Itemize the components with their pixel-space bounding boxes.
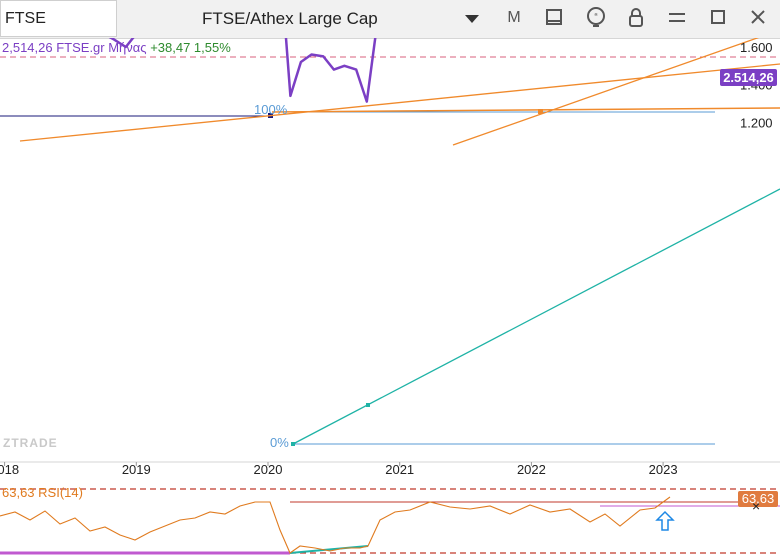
y-tick-label: 1.200 bbox=[740, 115, 773, 130]
x-tick-label: 2019 bbox=[122, 462, 151, 477]
fib-level-100: 100% bbox=[254, 102, 288, 117]
up-arrow-icon bbox=[655, 510, 675, 531]
chart-type-icon[interactable] bbox=[542, 6, 566, 30]
price-series bbox=[108, 38, 377, 103]
svg-text:“: “ bbox=[594, 12, 597, 23]
close-icon[interactable] bbox=[746, 6, 770, 30]
trendline-orange-1 bbox=[19, 63, 780, 142]
chevron-down-icon[interactable] bbox=[465, 15, 479, 23]
y-tick-label: 1.600 bbox=[740, 40, 773, 55]
price-line bbox=[108, 38, 377, 103]
symbol-input[interactable]: FTSE bbox=[0, 0, 117, 37]
x-tick-label: 2021 bbox=[385, 462, 414, 477]
period-button[interactable]: M bbox=[507, 9, 521, 26]
chart-toolbar: FTSE FTSE/Athex Large Cap M “ bbox=[0, 0, 780, 39]
watermark-logo: ZTRADE bbox=[3, 436, 58, 450]
maximize-icon[interactable] bbox=[706, 6, 730, 30]
rsi-value-badge: 63,63 bbox=[738, 491, 778, 507]
orange-anchor bbox=[538, 109, 543, 114]
x-axis: 2018 2019 2020 2021 2022 2023 bbox=[0, 462, 678, 477]
x-tick-label: 2020 bbox=[254, 462, 283, 477]
hamburger-menu-icon[interactable] bbox=[665, 6, 689, 30]
indicators-icon[interactable]: “ bbox=[584, 6, 608, 30]
x-tick-label: 2023 bbox=[649, 462, 678, 477]
close-icon[interactable]: × bbox=[752, 498, 761, 514]
legend-change: +38,47 1,55% bbox=[150, 40, 231, 55]
lock-icon[interactable] bbox=[624, 6, 648, 30]
teal-anchor bbox=[366, 403, 370, 407]
rsi-teal-segment bbox=[289, 545, 369, 554]
trendline-teal bbox=[292, 188, 780, 445]
legend-series-name: 2,514,26 FTSE.gr Μήνας bbox=[2, 40, 147, 55]
instrument-selector[interactable]: FTSE/Athex Large Cap bbox=[122, 0, 492, 37]
fib-level-0: 0% bbox=[270, 435, 289, 450]
last-price-badge: 2.514,26 bbox=[720, 69, 777, 86]
chart-legend: 2,514,26 FTSE.gr Μήνας +38,47 1,55% bbox=[2, 40, 231, 55]
rsi-panel[interactable] bbox=[0, 482, 780, 559]
trendline-orange-2 bbox=[452, 38, 760, 146]
teal-anchor-start bbox=[291, 442, 295, 446]
trendline-orange-horizontal bbox=[271, 107, 780, 113]
rsi-legend: 63,63 RSI(14) bbox=[2, 485, 83, 500]
x-tick-label: 2022 bbox=[517, 462, 546, 477]
instrument-name: FTSE/Athex Large Cap bbox=[202, 9, 378, 28]
x-tick-label: 2018 bbox=[0, 462, 19, 477]
rsi-line bbox=[0, 496, 671, 554]
